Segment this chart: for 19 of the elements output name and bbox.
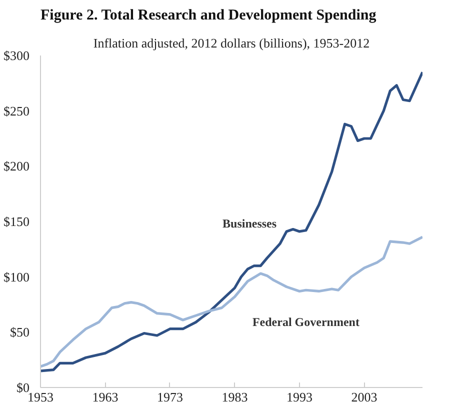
- y-tick-label: $50: [10, 324, 30, 340]
- x-tick-label: 1963: [92, 390, 118, 404]
- y-tick-label: $0: [16, 380, 30, 395]
- chart-title: Figure 2. Total Research and Development Spending: [40, 8, 377, 24]
- x-tick-label: 1983: [222, 390, 248, 404]
- x-tick-label: 1973: [156, 390, 183, 404]
- series-label: Businesses: [222, 216, 277, 230]
- y-tick-label: $150: [4, 214, 30, 229]
- chart-subtitle: Inflation adjusted, 2012 dollars (billions), 1953-2012: [93, 36, 370, 50]
- y-tick-label: $100: [4, 269, 30, 284]
- x-tick-label: 1993: [286, 390, 312, 404]
- x-tick-label: 1953: [28, 390, 54, 404]
- line-series: [40, 236, 422, 368]
- y-tick-label: $300: [4, 48, 30, 63]
- y-tick-label: $250: [4, 103, 30, 118]
- x-tick-label: 2003: [351, 390, 378, 404]
- text: Federal Government: [252, 315, 360, 330]
- y-tick-label: $200: [4, 158, 30, 174]
- line-series: [40, 70, 422, 372]
